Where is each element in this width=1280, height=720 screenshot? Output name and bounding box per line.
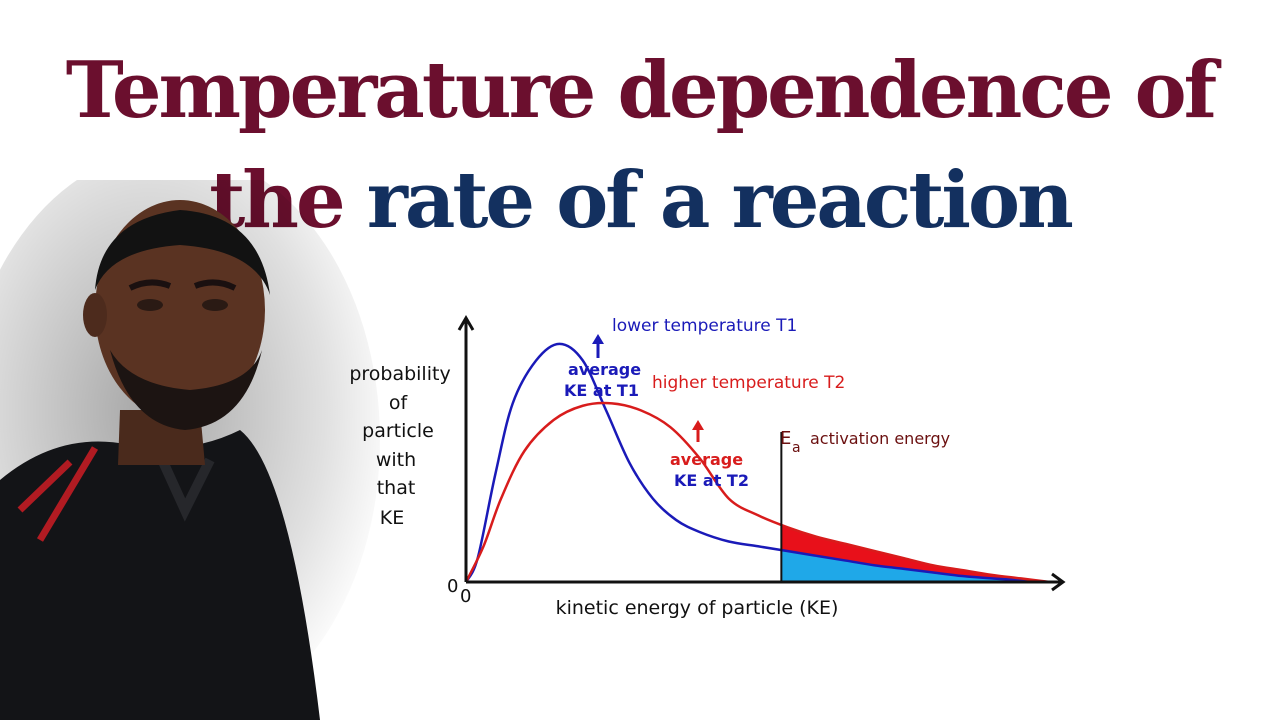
page-title: Temperature dependence of (0, 52, 1280, 130)
y-axis-label: probability of particle with that KE (349, 363, 450, 529)
ea-subscript: a (792, 440, 801, 456)
activation-energy-label: E a activation energy (780, 428, 950, 456)
page-title-line-2: the rate of a reaction (0, 162, 1280, 240)
title-line-1: Temperature dependence of (65, 45, 1217, 136)
fill-t1-above-ea (781, 550, 1050, 582)
label-lower-temperature: lower temperature T1 (612, 316, 797, 336)
x-axis-arrowhead (1051, 572, 1066, 592)
y-axis-arrowhead (457, 315, 475, 331)
title-rate-of-reaction: rate of a reaction (366, 155, 1074, 246)
maxwell-boltzmann-chart: probability of particle with that KE 0 0… (349, 315, 1066, 619)
activation-energy-fills (781, 524, 1050, 582)
ea-text: activation energy (810, 429, 950, 448)
label-higher-temperature: higher temperature T2 (652, 373, 845, 393)
y-label-line-1: probability (349, 363, 450, 385)
label-ke-at-t2: KE at T2 (674, 471, 749, 490)
average-t1-arrow (592, 334, 604, 358)
y-label-line-6: KE (380, 507, 404, 529)
label-average-t2: average (670, 450, 743, 469)
y-origin-label: 0 (447, 576, 458, 597)
label-ke-at-t1: KE at T1 (564, 381, 639, 400)
chart-series (464, 342, 1051, 584)
fill-t2-above-ea (781, 524, 1050, 582)
presenter-photo (0, 180, 380, 720)
y-label-line-3: particle (362, 420, 434, 442)
x-axis-label: kinetic energy of particle (KE) (556, 597, 839, 619)
y-label-line-4: with (376, 449, 416, 471)
series-line-t2 (464, 401, 1051, 584)
x-origin-label: 0 (460, 586, 471, 607)
series-line-t1 (464, 342, 1051, 584)
chart-axes (457, 315, 1066, 592)
y-label-line-2: of (389, 392, 409, 414)
label-average-t1: average (568, 360, 641, 379)
y-label-line-5: that (377, 477, 416, 499)
ea-symbol: E (780, 428, 791, 449)
average-t2-arrow (692, 420, 704, 442)
